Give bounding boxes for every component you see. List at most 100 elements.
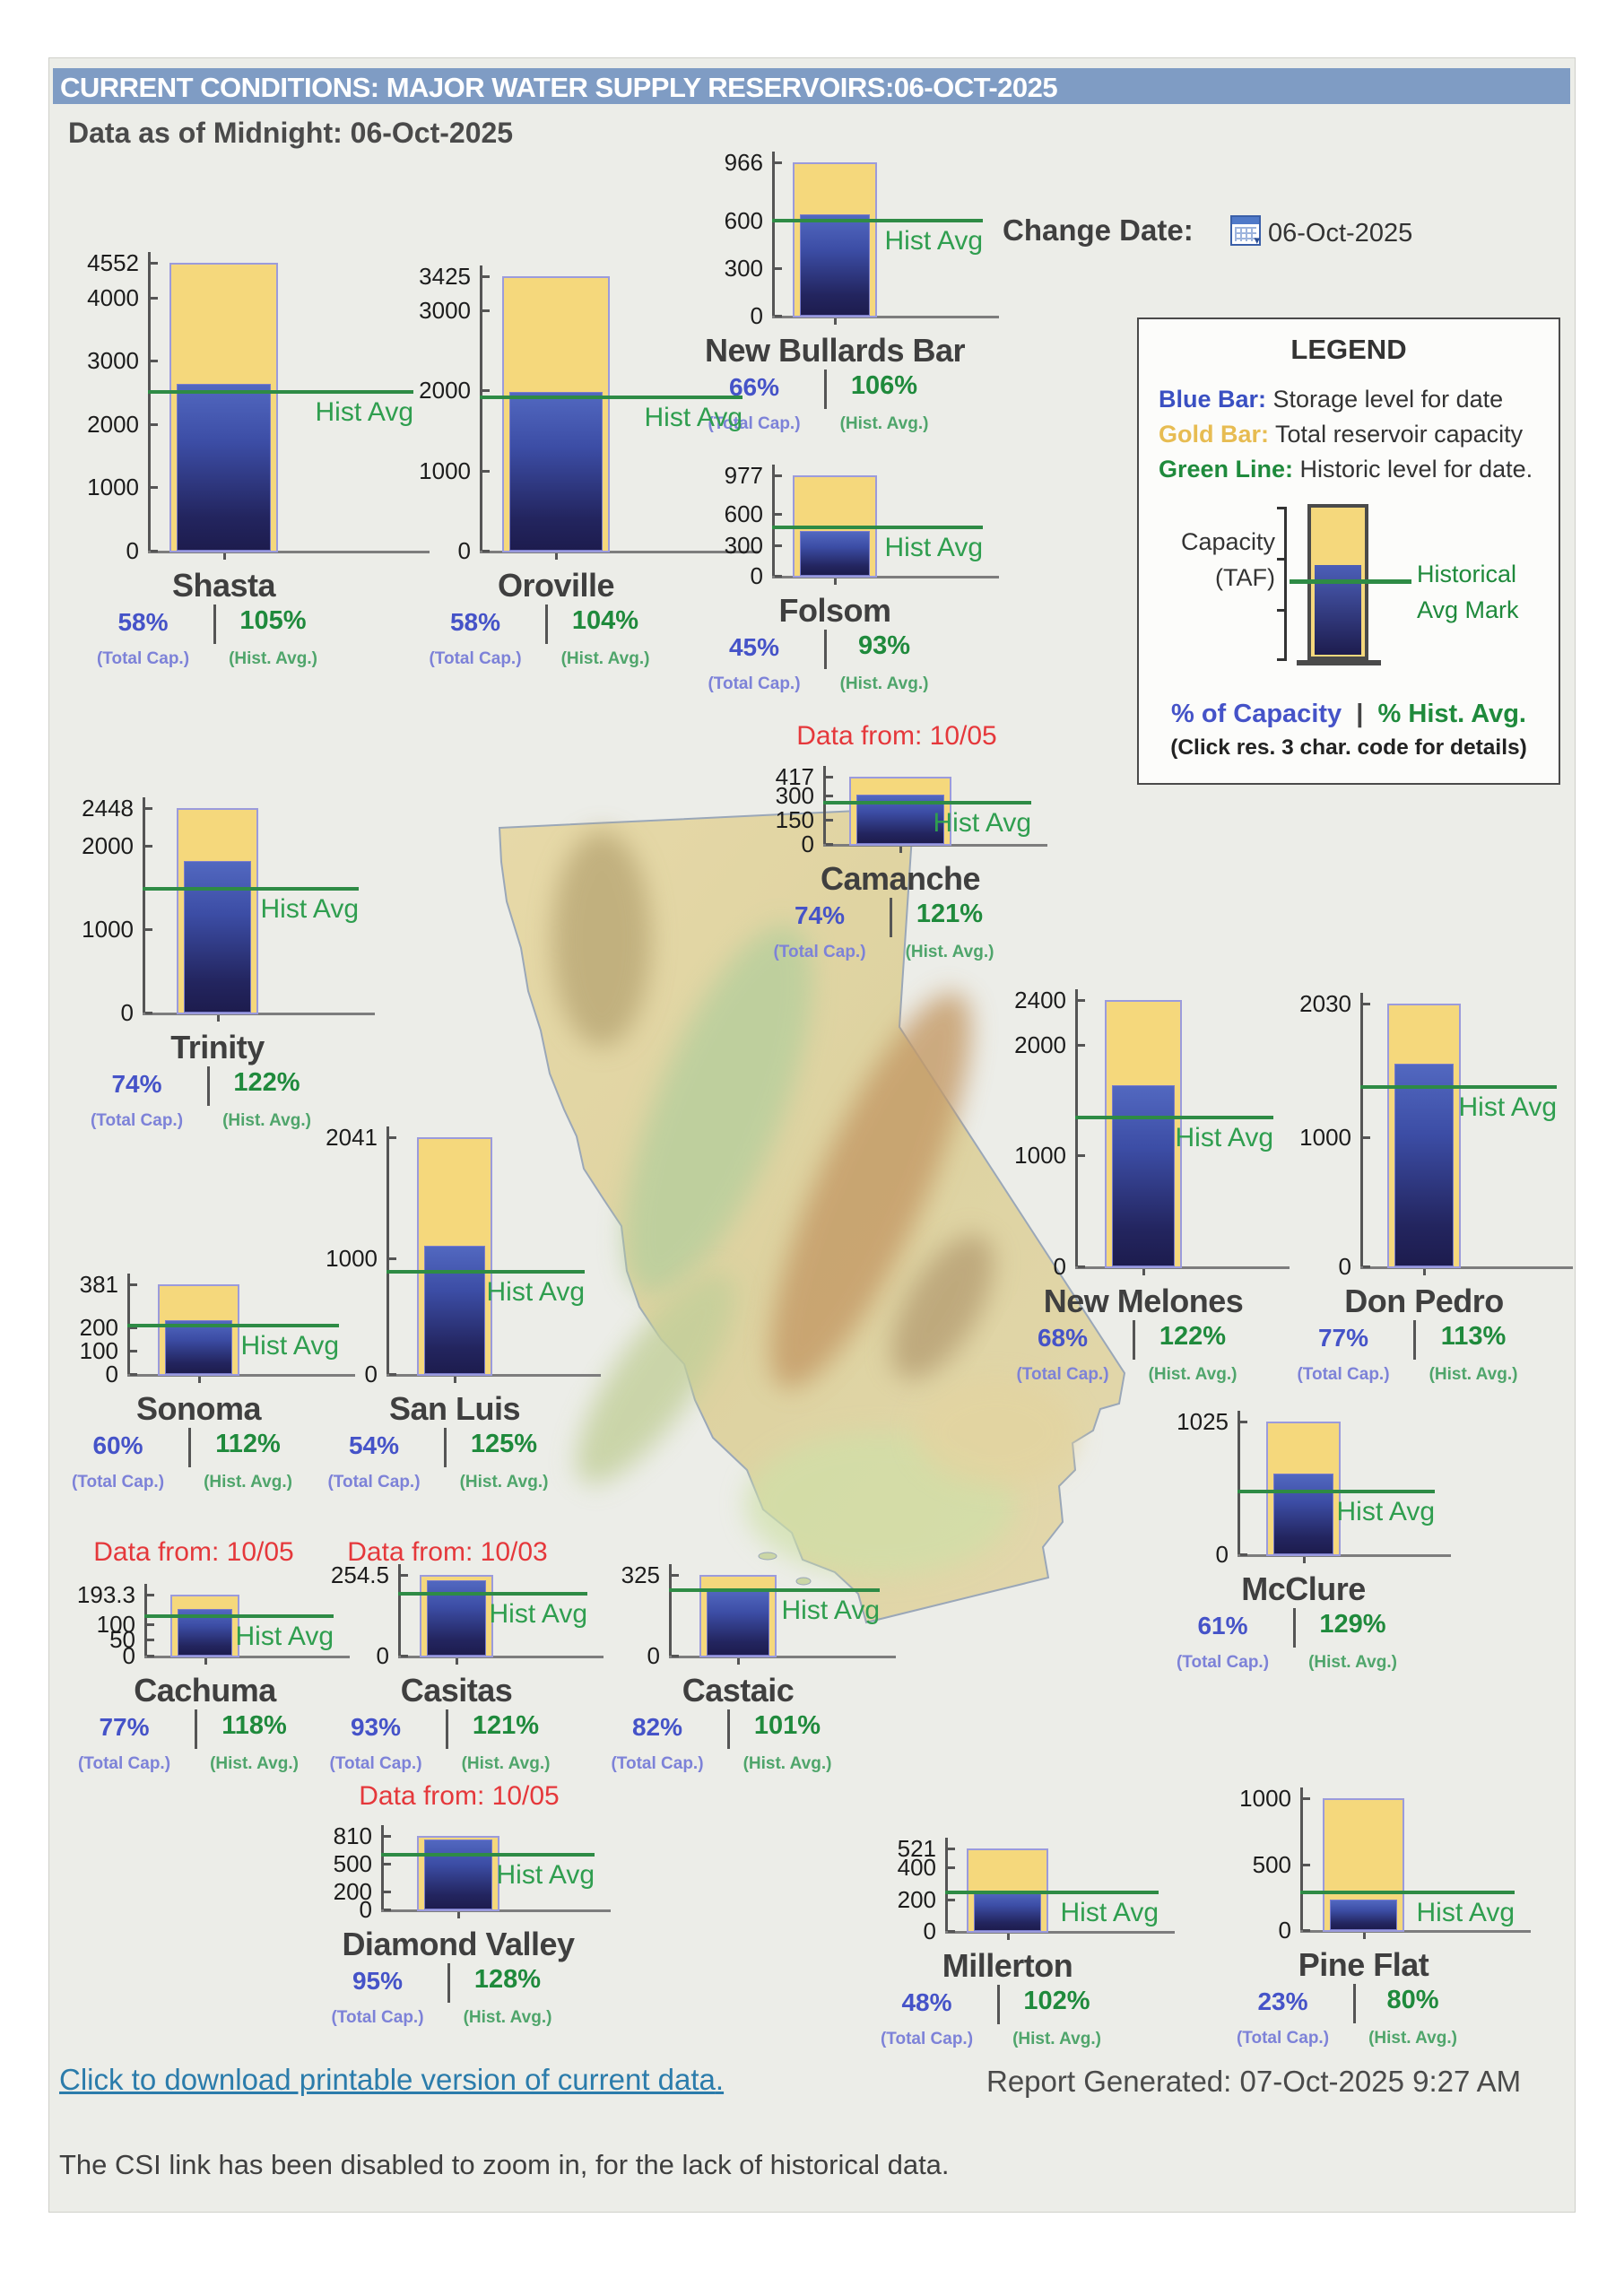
axis-tick-label: 977 [724, 462, 763, 489]
reservoir-name-pine-flat: Pine Flat [1298, 1946, 1429, 1983]
axis-tick-mark [130, 1373, 137, 1376]
axis-tick-label: 300 [775, 782, 814, 810]
axis-tick-label: 2448 [82, 795, 134, 822]
axis-tick-mark [1303, 1797, 1310, 1800]
axis-tick-mark [384, 1909, 391, 1911]
axis-tick-label: 4000 [87, 283, 139, 311]
storage-bar [1330, 1900, 1397, 1930]
x-tick-mark [204, 1658, 207, 1665]
axis-tick-mark [147, 1639, 154, 1642]
y-axis-new-melones [1075, 989, 1078, 1266]
x-axis-san-luis [386, 1374, 601, 1377]
axis-tick-mark [482, 309, 490, 312]
pct-hist-avg-trinity: 122% [233, 1068, 300, 1097]
y-axis-mcclure [1238, 1411, 1240, 1554]
pct-capacity-folsom: 45% [728, 633, 780, 661]
hist-avg-label: Hist Avg [1336, 1497, 1436, 1526]
pct-capacity-san-luis: 54% [348, 1431, 400, 1459]
legend-hist-mark-label: Historical Avg Mark [1417, 561, 1519, 623]
y-axis-sonoma [127, 1274, 130, 1374]
pct-divider [1292, 1608, 1296, 1648]
caption-total-cap: (Total Cap.) [1297, 1365, 1390, 1384]
change-date-value[interactable]: 06-Oct-2025 [1268, 219, 1413, 248]
axis-tick-label: 0 [105, 1361, 118, 1387]
axis-tick-label: 2400 [1014, 987, 1066, 1013]
caption-hist-avg: (Hist. Avg.) [1012, 2030, 1101, 2048]
axis-tick-label: 0 [1338, 1253, 1351, 1280]
pct-divider [194, 1709, 197, 1749]
axis-tick-label: 0 [120, 999, 134, 1026]
hist-avg-line [398, 1591, 587, 1596]
axis-tick-mark [151, 486, 158, 490]
axis-tick-label: 3000 [419, 296, 471, 324]
axis-tick-mark [147, 1594, 154, 1596]
island [795, 1577, 812, 1586]
x-tick-mark [1006, 1934, 1010, 1940]
y-axis-millerton [945, 1838, 948, 1931]
y-axis-cachuma [144, 1584, 147, 1656]
storage-bar [424, 1246, 485, 1374]
axis-tick-mark [151, 296, 158, 300]
pct-capacity-millerton: 48% [901, 1988, 952, 2016]
y-axis-oroville [480, 265, 482, 551]
axis-tick-label: 381 [79, 1271, 118, 1298]
hist-avg-label: Hist Avg [235, 1621, 334, 1651]
caption-total-cap: (Total Cap.) [429, 649, 522, 668]
y-axis-casitas [398, 1564, 401, 1656]
data-from-note: Data from: 10/05 [93, 1537, 294, 1567]
axis-tick-label: 0 [376, 1642, 389, 1669]
legend-mini-base [1297, 660, 1381, 665]
storage-bar [800, 214, 870, 316]
caption-hist-avg: (Hist. Avg.) [229, 649, 317, 668]
axis-tick-label: 966 [724, 149, 763, 176]
reservoir-name-don-pedro: Don Pedro [1344, 1283, 1504, 1319]
axis-tick-mark [1363, 1265, 1370, 1268]
axis-tick-label: 1000 [1014, 1142, 1066, 1170]
axis-tick-mark [145, 844, 152, 848]
california-map [498, 806, 1126, 1624]
hist-avg-label: Hist Avg [1416, 1897, 1515, 1927]
reservoir-name-cachuma: Cachuma [134, 1672, 276, 1709]
axis-tick-label: 2000 [419, 377, 471, 404]
axis-tick-label: 3425 [419, 263, 471, 290]
axis-tick-mark [151, 550, 158, 552]
calendar-icon[interactable]: ▾ [1230, 215, 1261, 247]
hist-avg-line [148, 389, 413, 394]
x-tick-mark [1142, 1269, 1145, 1275]
download-link[interactable]: Click to download printable version of c… [59, 2063, 725, 2096]
hist-avg-line [381, 1853, 595, 1857]
axis-tick-mark [948, 1898, 955, 1901]
axis-tick-mark [145, 927, 152, 931]
x-axis-oroville [480, 551, 759, 553]
axis-tick-mark [1363, 1135, 1370, 1139]
y-axis-diamond-valley [381, 1825, 384, 1909]
axis-tick-label: 100 [79, 1336, 118, 1364]
y-axis-san-luis [386, 1126, 389, 1374]
legend-mini-axis-tick [1277, 507, 1285, 509]
pct-hist-avg-diamond-valley: 128% [473, 1965, 542, 1994]
pct-capacity-castaic: 82% [631, 1713, 683, 1741]
reservoir-name-trinity: Trinity [170, 1029, 265, 1065]
x-tick-mark [899, 847, 902, 853]
caption-hist-avg: (Hist. Avg.) [1429, 1365, 1518, 1384]
axis-tick-label: 4552 [87, 249, 139, 276]
pct-divider [727, 1709, 730, 1749]
y-axis-trinity [143, 797, 145, 1013]
x-axis-don-pedro [1360, 1266, 1573, 1269]
hist-avg-label: Hist Avg [260, 893, 360, 924]
pct-capacity-mcclure: 61% [1197, 1612, 1248, 1639]
pct-hist-avg-millerton: 102% [1023, 1987, 1090, 2015]
hist-avg-line [669, 1587, 880, 1592]
axis-tick-mark [130, 1283, 137, 1286]
report-generated: Report Generated: 07-Oct-2025 9:27 AM [986, 2065, 1522, 2098]
axis-tick-mark [151, 422, 158, 426]
pct-hist-avg-cachuma: 118% [221, 1711, 287, 1740]
axis-tick-mark [145, 807, 152, 810]
axis-tick-label: 300 [724, 531, 763, 559]
legend-mini-hist-line [1290, 579, 1395, 584]
axis-tick-label: 0 [1278, 1917, 1291, 1944]
axis-tick-mark [401, 1574, 408, 1577]
caption-total-cap: (Total Cap.) [708, 674, 801, 693]
x-tick-mark [457, 1912, 460, 1918]
